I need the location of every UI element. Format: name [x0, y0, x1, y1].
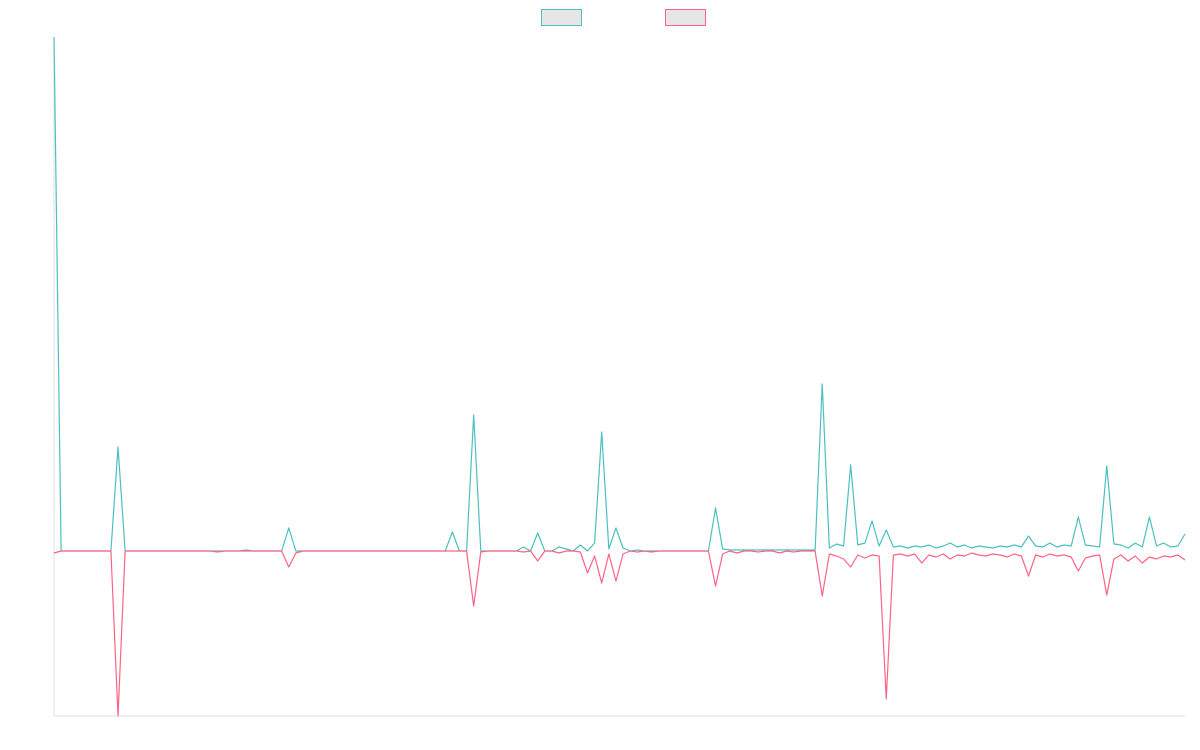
- series-line: [53, 36, 1186, 552]
- legend-swatch[interactable]: [665, 9, 706, 26]
- series-line: [53, 550, 1186, 717]
- legend-swatch[interactable]: [541, 9, 582, 26]
